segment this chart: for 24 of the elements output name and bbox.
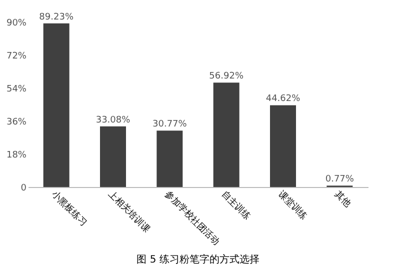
y-tick-label: 36% bbox=[6, 118, 27, 128]
y-tick-label: 90% bbox=[6, 18, 27, 28]
data-label: 33.08% bbox=[96, 115, 131, 126]
y-tick-label: 0 bbox=[20, 184, 27, 194]
bar bbox=[270, 105, 296, 187]
data-label: 0.77% bbox=[325, 174, 354, 185]
y-tick-label: 54% bbox=[6, 84, 27, 94]
x-tick-label: 参加学校社团活动 bbox=[162, 188, 222, 248]
y-tick-label: 72% bbox=[6, 52, 27, 62]
bar bbox=[43, 23, 70, 187]
data-label: 30.77% bbox=[152, 120, 188, 130]
x-tick-label: 其他 bbox=[332, 188, 354, 210]
bar bbox=[213, 82, 240, 187]
data-label: 44.62% bbox=[266, 94, 301, 104]
x-tick-label: 上相关培训课 bbox=[106, 188, 152, 235]
data-label: 89.23% bbox=[39, 12, 74, 22]
bar bbox=[100, 126, 126, 187]
x-tick-label: 自主训练 bbox=[219, 188, 252, 222]
data-label: 56.92% bbox=[209, 72, 244, 82]
y-tick-label: 18% bbox=[6, 150, 27, 160]
text: 图 5 练习粉笔字的方式选择 bbox=[136, 253, 260, 266]
bar bbox=[156, 130, 183, 187]
x-tick-label: 小黑板练习 bbox=[49, 188, 89, 228]
x-tick-label: 课堂训练 bbox=[276, 188, 310, 222]
